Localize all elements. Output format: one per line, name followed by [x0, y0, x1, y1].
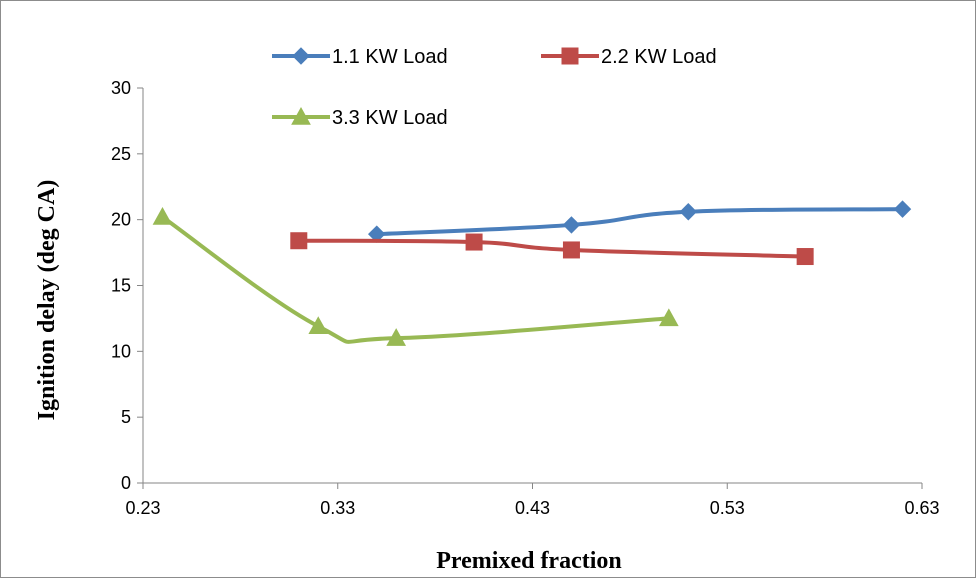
- y-tick-label: 15: [111, 276, 131, 296]
- x-ticks: 0.23 0.33 0.43 0.53 0.63: [125, 483, 940, 518]
- y-tick-label: 0: [121, 473, 131, 493]
- y-tick-label: 30: [111, 78, 131, 98]
- legend-label: 3.3 KW Load: [332, 107, 448, 129]
- data-point: [562, 241, 580, 259]
- data-point: [679, 203, 698, 221]
- y-axis-title: Ignition delay (deg CA): [34, 180, 60, 421]
- x-tick-label: 0.43: [515, 498, 550, 518]
- legend-marker: [292, 47, 310, 65]
- data-point: [308, 316, 329, 335]
- series-3: [152, 207, 679, 346]
- legend: 1.1 KW Load 2.2 KW Load 3.3 KW Load: [272, 46, 717, 129]
- y-ticks: 0 5 10 15 20 25 30: [111, 78, 143, 493]
- legend-marker: [561, 47, 579, 65]
- legend-item: 2.2 KW Load: [541, 46, 717, 68]
- x-tick-label: 0.33: [320, 498, 355, 518]
- series-line: [161, 215, 669, 344]
- series-line: [298, 238, 806, 259]
- data-point: [562, 216, 581, 234]
- legend-item: 3.3 KW Load: [272, 106, 448, 129]
- y-tick-label: 25: [111, 144, 131, 164]
- series-layer: [152, 200, 912, 346]
- data-point: [658, 308, 679, 327]
- x-tick-label: 0.23: [125, 498, 160, 518]
- data-point: [386, 328, 407, 346]
- data-point: [465, 233, 483, 251]
- y-tick-label: 20: [111, 210, 131, 230]
- data-point: [152, 207, 173, 225]
- legend-marker: [291, 106, 311, 125]
- axes: [142, 88, 922, 484]
- y-tick-label: 10: [111, 341, 131, 361]
- x-tick-label: 0.63: [904, 498, 939, 518]
- y-tick-label: 5: [121, 407, 131, 427]
- legend-label: 2.2 KW Load: [601, 46, 717, 68]
- x-axis-title: Premixed fraction: [436, 548, 622, 574]
- legend-item: 1.1 KW Load: [272, 46, 448, 68]
- series-line: [376, 207, 903, 237]
- data-point: [796, 248, 814, 266]
- data-point: [290, 232, 308, 250]
- series-1: [367, 200, 912, 243]
- legend-label: 1.1 KW Load: [332, 46, 448, 68]
- x-tick-label: 0.53: [710, 498, 745, 518]
- data-point: [893, 200, 912, 218]
- series-2: [290, 232, 814, 266]
